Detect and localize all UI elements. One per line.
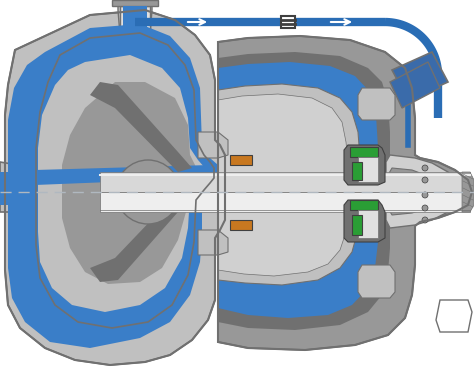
Polygon shape [5, 10, 225, 365]
Circle shape [422, 165, 428, 171]
Polygon shape [120, 6, 150, 42]
Polygon shape [38, 55, 205, 312]
Polygon shape [230, 220, 252, 230]
Circle shape [422, 177, 428, 183]
Polygon shape [35, 165, 218, 185]
Polygon shape [0, 162, 35, 212]
Polygon shape [0, 172, 34, 205]
Polygon shape [390, 62, 440, 108]
Polygon shape [118, 0, 152, 35]
Polygon shape [198, 230, 228, 255]
Polygon shape [100, 172, 470, 192]
Circle shape [130, 174, 166, 210]
Polygon shape [386, 155, 460, 228]
Circle shape [116, 160, 180, 224]
Polygon shape [388, 168, 444, 215]
Polygon shape [218, 84, 360, 285]
Polygon shape [350, 200, 378, 210]
Polygon shape [352, 215, 362, 235]
Polygon shape [218, 94, 348, 276]
Polygon shape [352, 162, 362, 180]
Polygon shape [100, 192, 470, 212]
Circle shape [422, 192, 428, 198]
Polygon shape [392, 52, 448, 100]
Polygon shape [218, 62, 400, 318]
Polygon shape [436, 300, 472, 332]
Polygon shape [344, 145, 385, 185]
Polygon shape [344, 200, 385, 242]
Polygon shape [198, 132, 228, 158]
Polygon shape [112, 0, 158, 6]
Circle shape [422, 217, 428, 223]
Polygon shape [123, 6, 147, 42]
Polygon shape [350, 147, 378, 157]
Polygon shape [358, 210, 378, 238]
Polygon shape [462, 172, 474, 212]
Polygon shape [8, 24, 218, 348]
Polygon shape [90, 192, 192, 282]
Polygon shape [90, 82, 192, 172]
Polygon shape [281, 16, 295, 28]
Polygon shape [62, 82, 198, 284]
Polygon shape [218, 52, 408, 330]
Polygon shape [358, 88, 395, 120]
Polygon shape [358, 265, 395, 298]
Polygon shape [358, 157, 378, 182]
Polygon shape [218, 36, 472, 350]
Polygon shape [230, 155, 252, 165]
Circle shape [422, 205, 428, 211]
